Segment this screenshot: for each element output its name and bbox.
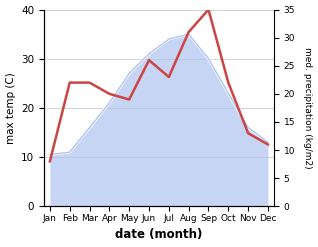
Y-axis label: max temp (C): max temp (C) bbox=[5, 72, 16, 144]
Y-axis label: med. precipitation (kg/m2): med. precipitation (kg/m2) bbox=[303, 47, 313, 169]
X-axis label: date (month): date (month) bbox=[115, 228, 203, 242]
